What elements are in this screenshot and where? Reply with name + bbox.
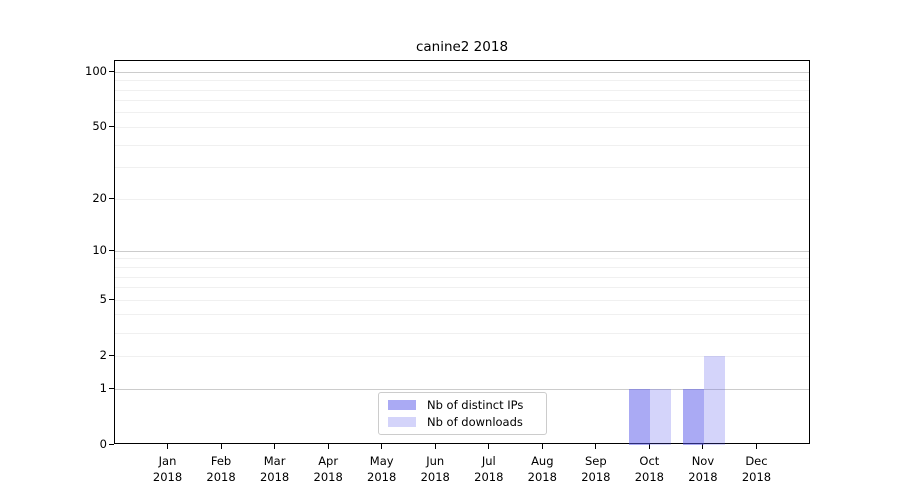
x-tick-label: Feb 2018 [206, 454, 236, 484]
gridline-major [115, 250, 809, 252]
y-tick-mark [109, 70, 114, 72]
x-tick-mark [488, 444, 490, 449]
y-tick-mark [109, 197, 114, 199]
gridline-minor [115, 198, 809, 200]
legend-swatch-downloads [388, 417, 416, 427]
gridline-minor [115, 287, 809, 289]
gridline-minor [115, 299, 809, 301]
x-tick-label: Jun 2018 [420, 454, 450, 484]
x-tick-mark [220, 444, 222, 449]
x-tick-label: Mar 2018 [259, 454, 290, 484]
gridline-minor [115, 314, 809, 316]
bar-downloads [703, 356, 725, 445]
x-tick-mark [274, 444, 276, 449]
y-tick-label: 20 [92, 190, 107, 205]
x-tick-label: Nov 2018 [688, 454, 718, 484]
chart-title: canine2 2018 [415, 39, 509, 55]
gridline-minor [115, 267, 809, 268]
gridline-minor [115, 258, 809, 260]
y-tick-mark [109, 125, 114, 127]
x-tick-mark [167, 444, 169, 449]
x-tick-label: Jul 2018 [474, 454, 504, 484]
gridline-minor [115, 126, 809, 128]
legend: Nb of distinct IPs Nb of downloads [378, 392, 547, 435]
legend-item: Nb of distinct IPs [388, 398, 537, 412]
x-tick-label: Oct 2018 [634, 454, 665, 484]
y-tick-mark [109, 443, 114, 445]
y-tick-mark [109, 249, 114, 251]
plot-area [114, 60, 810, 445]
x-tick-mark [702, 444, 704, 449]
y-tick-mark [109, 298, 114, 300]
bar-downloads [650, 389, 672, 445]
x-tick-label: Dec 2018 [741, 454, 772, 484]
gridline-minor [115, 89, 809, 91]
gridline-minor [115, 112, 809, 114]
x-tick-label: Aug 2018 [527, 454, 557, 484]
y-tick-label: 100 [85, 63, 107, 78]
y-tick-label: 50 [92, 118, 107, 133]
x-tick-label: May 2018 [367, 454, 397, 484]
y-tick-label: 1 [99, 380, 107, 395]
x-tick-mark [327, 444, 329, 449]
bar-distinct-ips [682, 389, 704, 445]
x-tick-mark [541, 444, 543, 449]
legend-item: Nb of downloads [388, 415, 537, 429]
gridline-minor [115, 167, 809, 169]
x-tick-mark [381, 444, 383, 449]
gridline-minor [115, 355, 809, 357]
y-tick-label: 5 [99, 291, 107, 306]
legend-swatch-distinct-ips [388, 400, 416, 410]
x-tick-label: Jan 2018 [152, 454, 183, 484]
x-tick-mark [434, 444, 436, 449]
gridline-minor [115, 276, 809, 278]
y-tick-label: 2 [99, 347, 107, 362]
y-tick-mark [109, 387, 114, 389]
gridline-minor [115, 80, 809, 82]
legend-label-distinct-ips: Nb of distinct IPs [427, 398, 524, 412]
x-tick-label: Apr 2018 [313, 454, 343, 484]
x-tick-label: Sep 2018 [581, 454, 611, 484]
y-tick-label: 10 [92, 242, 107, 257]
gridline-major [115, 388, 809, 390]
gridline-major [115, 71, 809, 73]
y-tick-mark [109, 354, 114, 356]
gridline-minor [115, 144, 809, 146]
bar-distinct-ips [629, 389, 651, 445]
x-tick-mark [648, 444, 650, 449]
gridline-minor [115, 332, 809, 334]
gridline-minor [115, 100, 809, 102]
legend-label-downloads: Nb of downloads [427, 415, 523, 429]
x-tick-mark [595, 444, 597, 449]
x-tick-mark [755, 444, 757, 449]
y-tick-label: 0 [99, 436, 107, 451]
